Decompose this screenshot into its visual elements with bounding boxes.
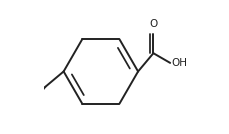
Text: OH: OH (171, 58, 187, 68)
Text: O: O (149, 19, 157, 29)
